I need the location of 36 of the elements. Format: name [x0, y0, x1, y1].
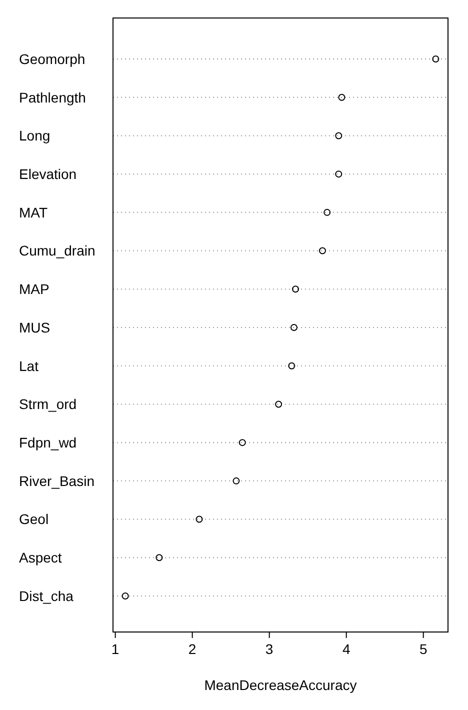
point: [318, 247, 326, 254]
point: [122, 592, 129, 600]
point: [335, 132, 342, 140]
y-tick-label: Strm_ord: [19, 396, 77, 412]
y-tick-label: MUS: [19, 319, 50, 336]
point: [338, 94, 346, 101]
point: [196, 516, 203, 523]
x-tick-label: 3: [265, 641, 274, 657]
point: [232, 477, 240, 484]
point: [324, 208, 331, 216]
x-tick-label: 5: [419, 641, 428, 657]
y-tick-label: Fdpn_wd: [19, 434, 77, 450]
point: [238, 439, 246, 446]
point: [275, 400, 282, 408]
point: [290, 324, 298, 331]
y-tick-label: Geomorph: [19, 50, 86, 67]
y-tick-label: Long: [19, 128, 50, 144]
point: [335, 170, 342, 178]
point: [288, 362, 296, 370]
x-axis-title: MeanDecreaseAccuracy: [204, 677, 357, 693]
point: [432, 56, 440, 62]
y-tick-label: MAP: [19, 281, 50, 298]
x-tick-label: 1: [111, 641, 120, 657]
y-tick-label: Dist_cha: [19, 588, 74, 604]
x-tick-label: 2: [188, 641, 196, 657]
y-tick-label: River_Basin: [19, 472, 94, 489]
y-tick-label: Geol: [19, 511, 49, 528]
y-tick-label: MAT: [19, 204, 48, 220]
x-tick-label: 4: [342, 641, 350, 657]
point: [292, 286, 300, 293]
y-tick-label: Aspect: [19, 550, 62, 566]
point: [156, 554, 163, 562]
y-tick-label: Lat: [19, 358, 39, 374]
y-tick-label: Elevation: [19, 166, 77, 182]
y-tick-label: Pathlength: [19, 89, 86, 106]
y-tick-label: Cumu_drain: [19, 242, 96, 259]
